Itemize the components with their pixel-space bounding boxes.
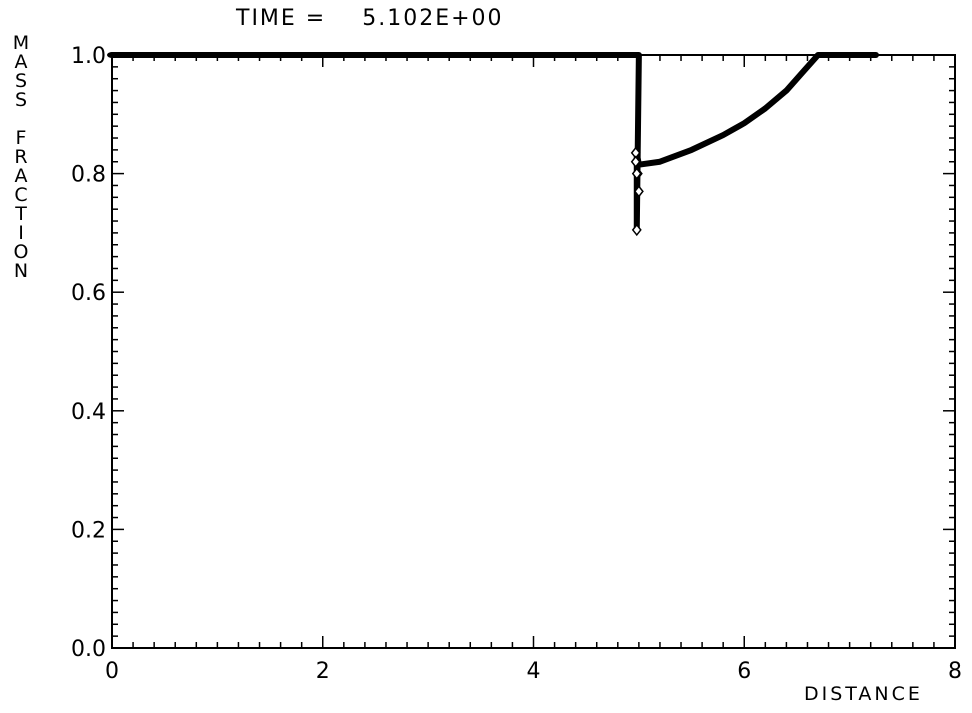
y-axis-label-char: N [13,260,29,282]
y-axis-label-char: T [15,203,27,225]
plot-frame [111,54,956,649]
x-tick-label: 4 [527,659,541,684]
start-marker [107,52,117,58]
y-tick-label: 0.0 [71,637,106,662]
x-tick-label: 2 [316,659,330,684]
y-axis-label-char: R [14,146,28,168]
y-tick-label: 0.8 [71,163,106,188]
data-point-marker [630,155,641,168]
y-tick-label: 0.6 [71,281,106,306]
x-tick-label: 0 [105,659,119,684]
data-point-marker [631,167,642,180]
y-axis-label-char: S [14,89,28,111]
x-axis-label: DISTANCE [804,683,923,705]
data-point-marker [633,185,644,198]
title-value: 5.102E+00 [362,6,504,31]
y-axis-label-char: O [13,241,29,263]
y-tick-label: 0.2 [71,518,106,543]
y-axis-label-char: M [12,32,30,54]
y-axis-label-char: C [14,184,28,206]
x-tick-label: 6 [737,659,751,684]
y-axis-label-char: A [14,51,28,73]
chart-title: TIME = 5.102E+00 [236,6,504,31]
title-prefix: TIME = [236,6,327,31]
y-tick-label: 0.4 [71,400,106,425]
y-axis-label-char: A [14,165,28,187]
y-tick-label: 1.0 [71,44,106,69]
y-axis-label-char: I [18,222,24,244]
x-tick-label: 8 [948,659,962,684]
y-axis-label-char: F [15,127,27,149]
y-axis-label-char: S [14,70,28,92]
series-line [109,52,879,233]
data-point-marker [631,223,642,237]
